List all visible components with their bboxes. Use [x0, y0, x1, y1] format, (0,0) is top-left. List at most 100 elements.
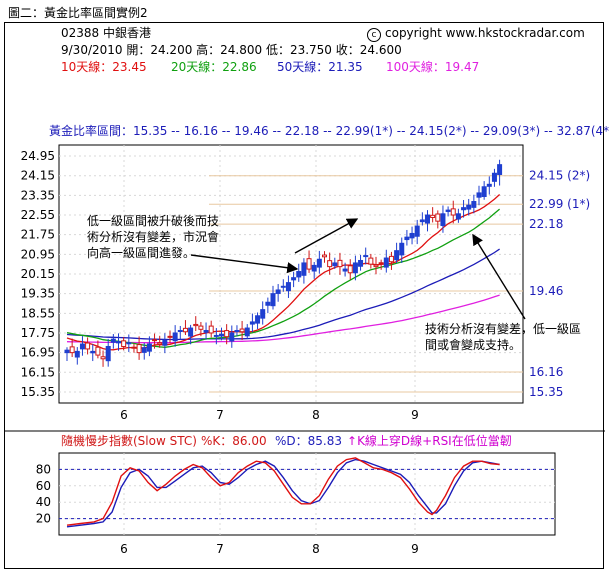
- candle-body: [131, 346, 137, 349]
- candle-body: [461, 207, 467, 211]
- candle-body: [327, 260, 333, 268]
- candle-body: [74, 350, 80, 358]
- candle-body: [425, 214, 430, 224]
- candle-body: [64, 349, 70, 354]
- price-y-tick-label: 19.35: [21, 287, 55, 301]
- candle-body: [244, 327, 250, 337]
- stc-x-tick-label: 8: [312, 542, 320, 556]
- fib-level-label: 16.16: [529, 365, 563, 379]
- price-y-tick-label: 21.75: [21, 228, 55, 242]
- candle-body: [203, 330, 209, 333]
- fib-level-label: 22.18: [529, 217, 563, 231]
- candle-body: [301, 262, 307, 276]
- candle-body: [270, 293, 276, 307]
- candle-body: [352, 262, 358, 274]
- up-arrow-icon: ↑: [347, 434, 358, 448]
- stc-y-tick-label: 60: [36, 479, 51, 493]
- fib-level-label: 24.15 (2*): [529, 169, 590, 183]
- stc-d-line: [66, 458, 500, 528]
- candle-body: [332, 262, 338, 267]
- candle-body: [363, 255, 369, 258]
- stc-k-readout: %K：86.00: [201, 434, 267, 448]
- candle-body: [249, 321, 255, 325]
- copyright-text: copyright www.hkstockradar.com: [385, 26, 585, 40]
- candle-body: [311, 264, 317, 272]
- candle-body: [95, 346, 101, 356]
- annotation-breakout: 低一級區間被升破後而技 術分析沒有變差，市況會 向高一級區間進發。: [87, 213, 219, 261]
- candle-body: [491, 172, 497, 182]
- candle-body: [316, 258, 322, 268]
- candle-body: [322, 254, 327, 258]
- candle-body: [296, 271, 302, 278]
- stc-y-tick-label: 40: [36, 495, 51, 509]
- stc-plot-area: [58, 452, 556, 536]
- price-y-tick-label: 22.55: [21, 208, 55, 222]
- candle-body: [116, 341, 121, 344]
- candle-body: [157, 342, 163, 345]
- candle-body: [378, 262, 384, 265]
- candle-body: [471, 201, 477, 208]
- candle-body: [337, 259, 343, 268]
- candle-body: [265, 301, 271, 306]
- candle-body: [291, 277, 297, 281]
- candle-body: [152, 339, 158, 342]
- candle-body: [126, 342, 132, 345]
- price-x-tick-label: 6: [120, 408, 128, 422]
- price-y-tick-label: 15.35: [21, 385, 55, 399]
- candle-body: [219, 333, 224, 337]
- stc-k-line: [66, 457, 500, 526]
- candle-body: [260, 309, 266, 319]
- candle-body: [121, 340, 127, 347]
- annotation-breakout-line2: 術分析沒有變差，市況會: [87, 230, 220, 244]
- price-y-tick-label: 16.15: [21, 365, 55, 379]
- candle-body: [255, 315, 261, 324]
- price-x-tick-label: 9: [411, 408, 419, 422]
- candle-body: [280, 285, 286, 288]
- price-y-tick-label: 23.35: [21, 188, 55, 202]
- candle-body: [306, 258, 312, 270]
- figure-caption: 圖二：黃金比率區間實例2: [8, 6, 148, 20]
- chart-canvas: 24.95 24.15 23.35 22.55 21.75 20.95 20.15 19.35…: [5, 144, 605, 556]
- candle-body: [167, 335, 173, 338]
- candle-body: [445, 209, 451, 212]
- candle-body: [486, 183, 492, 187]
- candle-body: [409, 232, 415, 239]
- candle-body: [234, 330, 240, 333]
- price-x-tick-label: 8: [312, 408, 320, 422]
- candle-body: [440, 213, 446, 227]
- candle-body: [358, 259, 364, 267]
- stc-y-tick-label: 20: [36, 512, 51, 526]
- candle-body: [373, 264, 379, 268]
- candle-body: [476, 192, 482, 198]
- candle-body: [198, 325, 204, 330]
- candle-body: [466, 204, 472, 210]
- candle-body: [110, 338, 116, 343]
- candle-body: [342, 268, 348, 272]
- copyright-icon: c: [367, 28, 381, 42]
- price-y-tick-label: 16.95: [21, 346, 55, 360]
- price-y-tick-label: 20.95: [21, 247, 55, 261]
- candle-body: [79, 343, 85, 350]
- arrow-to-breakout: [190, 254, 299, 274]
- candle-body: [229, 332, 235, 342]
- candle-body: [430, 214, 436, 218]
- stock-code-name: 02388 中銀香港: [61, 26, 151, 40]
- candle-body: [85, 342, 91, 350]
- candle-body: [213, 334, 219, 337]
- annotation-support: 技術分析沒有變差，低一級區 間或會變成支持。: [425, 321, 581, 353]
- candle-body: [285, 282, 291, 292]
- copyright-notice: c copyright www.hkstockradar.com: [367, 26, 585, 42]
- candle-body: [404, 236, 410, 241]
- chart-frame: 24.95 24.15 23.35 22.55 21.75 20.95 20.15 19.35…: [4, 22, 609, 569]
- arrow-to-support: [472, 233, 526, 320]
- candle-body: [100, 356, 106, 360]
- annotation-support-line1: 技術分析沒有變差，低一級區: [425, 322, 582, 336]
- price-y-tick-label: 24.15: [21, 169, 55, 183]
- annotation-breakout-line3: 向高一級區間進發。: [87, 246, 196, 260]
- candle-body: [497, 164, 503, 175]
- candle-body: [239, 328, 245, 333]
- candle-body: [450, 208, 456, 216]
- candle-body: [188, 327, 194, 337]
- price-x-tick-label: 7: [216, 408, 224, 422]
- candle-body: [368, 257, 374, 265]
